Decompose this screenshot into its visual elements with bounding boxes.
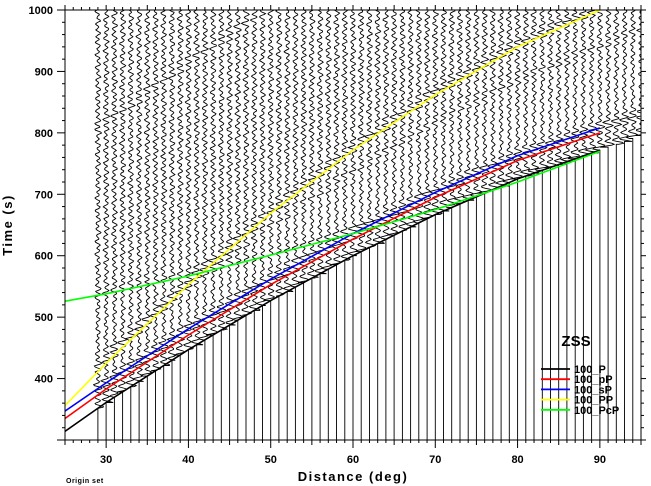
seismogram-trace	[339, 10, 352, 440]
seismogram-trace	[559, 10, 573, 440]
seismogram-trace	[166, 10, 179, 440]
seismogram-trace	[248, 10, 261, 440]
seismogram-trace	[462, 10, 475, 440]
seismogram-trace	[190, 10, 204, 440]
travel-time-curves	[65, 10, 601, 433]
legend-label: 100_sP	[574, 384, 612, 396]
seismogram-trace	[519, 10, 534, 440]
origin-footnote: Origin set	[66, 478, 104, 485]
seismogram-trace	[577, 10, 590, 440]
seismogram-trace	[469, 10, 484, 440]
seismogram-trace	[224, 10, 236, 440]
y-tick-label: 600	[35, 251, 53, 263]
seismogram-trace	[205, 10, 220, 440]
seismogram-trace	[444, 10, 458, 440]
legend-label: 100_P	[574, 364, 606, 376]
seismogram-trace	[635, 10, 641, 440]
x-tick-label: 30	[100, 454, 112, 466]
legend-title: ZSS	[561, 333, 590, 350]
travel-time-curve	[65, 150, 601, 302]
seismogram-trace	[125, 10, 138, 440]
seismogram-trace	[387, 10, 400, 440]
seismogram-trace	[379, 10, 393, 440]
x-axis-title: Distance (deg)	[298, 469, 409, 484]
y-tick-label: 1000	[29, 5, 53, 17]
y-tick-label: 500	[35, 312, 53, 324]
seismogram-trace	[502, 10, 515, 440]
x-tick-label: 80	[511, 454, 523, 466]
seismogram-trace	[231, 10, 244, 440]
seismogram-trace	[92, 10, 104, 440]
seismogram-trace	[108, 10, 120, 440]
seismogram-trace	[320, 10, 334, 440]
seismogram-trace	[618, 10, 633, 440]
seismogram-trace	[486, 10, 501, 440]
legend-label: 100_PcP	[574, 405, 619, 417]
legend-label: 100_pP	[574, 374, 613, 386]
seismogram-trace	[567, 10, 582, 440]
seismogram-trace	[371, 10, 385, 440]
seismogram-trace	[354, 10, 367, 440]
seismogram-trace	[477, 10, 492, 440]
y-tick-label: 900	[35, 66, 53, 78]
seismogram-trace	[297, 10, 310, 440]
seismogram-trace	[453, 10, 466, 440]
x-tick-label: 40	[182, 454, 194, 466]
travel-time-curve	[65, 132, 601, 420]
seismogram-trace	[625, 10, 639, 440]
seismogram-trace	[330, 10, 342, 440]
seismogram-trace	[420, 10, 434, 440]
seismogram-trace	[494, 10, 510, 440]
seismogram-trace	[149, 10, 162, 440]
seismogram-trace	[510, 10, 524, 440]
travel-time-curve	[65, 149, 601, 433]
seismogram-trace	[552, 10, 567, 440]
seismogram-trace	[405, 10, 417, 440]
y-tick-label: 700	[35, 189, 53, 201]
seismogram-trace	[198, 10, 211, 440]
seismogram-trace	[255, 10, 269, 440]
seismogram-trace	[527, 10, 540, 440]
seismogram-trace	[429, 10, 444, 440]
x-tick-label: 50	[265, 454, 277, 466]
travel-time-curve	[65, 10, 601, 407]
seismogram-trace	[173, 10, 186, 440]
travel-time-curve	[65, 127, 601, 412]
axes: 30 40 50 60 70 80 90 400 500 600 700 800 900 1000	[29, 5, 646, 466]
seismogram-traces	[92, 10, 641, 440]
x-tick-label: 70	[429, 454, 441, 466]
seismogram-trace	[216, 10, 229, 440]
y-tick-label: 800	[35, 128, 53, 140]
seismogram-trace	[611, 10, 625, 440]
seismogram-trace	[412, 10, 425, 440]
seismogram-trace	[240, 10, 253, 440]
legend-label: 100_PP	[574, 395, 613, 407]
y-tick-label: 400	[35, 374, 53, 386]
seismogram-trace	[599, 10, 616, 440]
seismogram-trace	[289, 10, 301, 440]
seismogram-trace	[116, 10, 128, 440]
seismogram-trace	[157, 10, 170, 440]
seismogram-trace	[273, 10, 285, 440]
seismogram-trace	[396, 10, 408, 440]
x-tick-label: 90	[594, 454, 606, 466]
seismogram-trace	[99, 10, 114, 440]
seismogram-trace	[545, 10, 559, 440]
seismogram-trace	[182, 10, 194, 440]
seismogram-trace	[262, 10, 277, 440]
seismogram-trace	[314, 10, 327, 440]
seismogram-trace	[132, 10, 144, 440]
seismogram-trace	[346, 10, 358, 440]
seismogram-trace	[592, 10, 606, 440]
seismogram-trace	[534, 10, 549, 440]
seismogram-trace	[307, 10, 320, 440]
seismogram-trace	[362, 10, 377, 440]
seismogram-trace	[140, 10, 154, 440]
seismogram-trace	[437, 10, 450, 440]
seismogram-trace	[282, 10, 294, 440]
y-axis-title: Time (s)	[0, 194, 15, 256]
x-tick-label: 60	[347, 454, 359, 466]
